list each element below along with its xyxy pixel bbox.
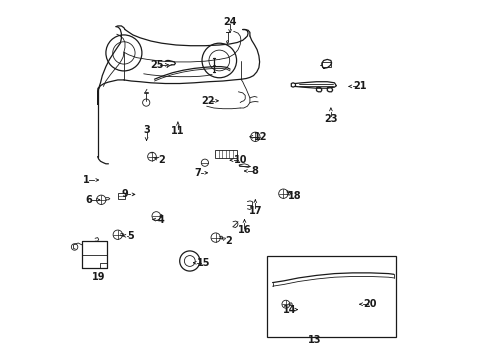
Text: 12: 12 bbox=[253, 132, 267, 142]
Text: 17: 17 bbox=[248, 206, 262, 216]
Bar bbox=[215, 150, 236, 158]
Text: 18: 18 bbox=[287, 191, 301, 201]
Text: 8: 8 bbox=[251, 166, 258, 176]
Text: 22: 22 bbox=[202, 96, 215, 106]
Text: 15: 15 bbox=[197, 258, 210, 268]
Bar bbox=[118, 193, 125, 199]
Text: 5: 5 bbox=[127, 231, 134, 241]
Text: 3: 3 bbox=[143, 125, 150, 135]
Text: 16: 16 bbox=[237, 225, 251, 235]
Text: 24: 24 bbox=[223, 17, 236, 27]
Text: 1: 1 bbox=[82, 175, 89, 185]
Text: 9: 9 bbox=[122, 189, 128, 199]
Text: 23: 23 bbox=[324, 114, 337, 124]
Text: 7: 7 bbox=[194, 168, 201, 178]
Text: 19: 19 bbox=[92, 272, 105, 282]
Text: 2: 2 bbox=[158, 155, 165, 165]
Text: 10: 10 bbox=[234, 155, 247, 165]
Text: 4: 4 bbox=[157, 215, 164, 225]
Bar bbox=[322, 62, 330, 67]
Text: 13: 13 bbox=[307, 335, 321, 345]
Text: 14: 14 bbox=[282, 305, 296, 315]
Bar bbox=[266, 256, 395, 337]
Text: 6: 6 bbox=[85, 195, 92, 205]
Text: 25: 25 bbox=[150, 60, 164, 70]
Text: 11: 11 bbox=[171, 126, 184, 136]
Text: 2: 2 bbox=[224, 236, 231, 246]
Text: 20: 20 bbox=[363, 299, 376, 309]
Text: 21: 21 bbox=[352, 81, 366, 91]
